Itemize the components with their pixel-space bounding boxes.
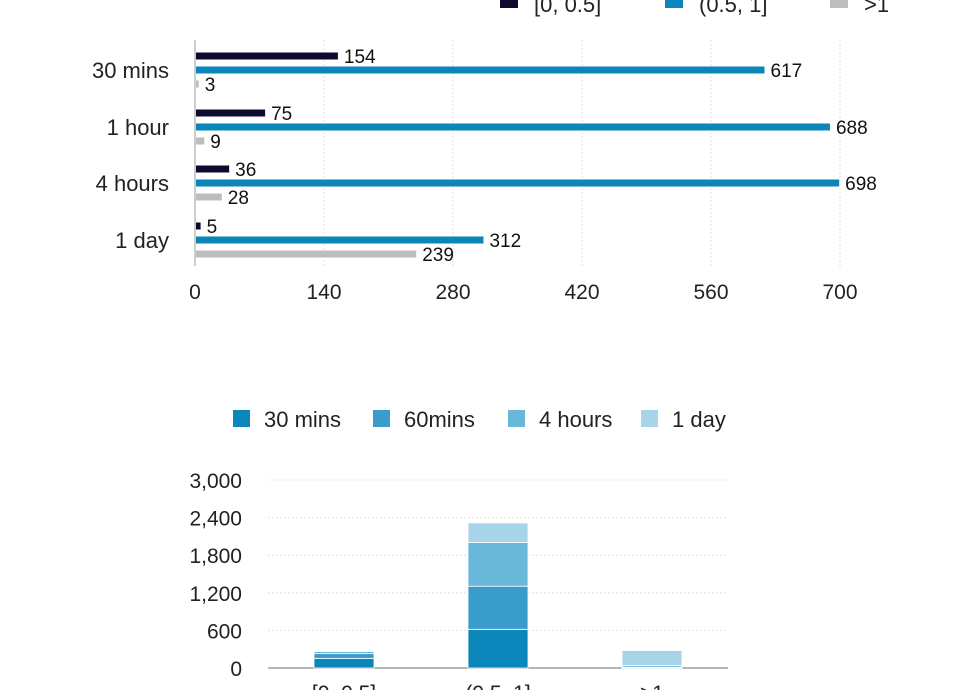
data-label: 688 bbox=[836, 118, 868, 139]
bar bbox=[196, 109, 266, 117]
legend-label: 60mins bbox=[404, 407, 475, 432]
category-label: [0, 0.5] bbox=[312, 682, 376, 690]
y-tick-label: 1,200 bbox=[189, 583, 242, 606]
bar bbox=[196, 193, 222, 201]
chart-1-horizontal-bars: 0 140 280 420 560 700 30 mins 154 617 3 1 hour 75 68… bbox=[92, 0, 889, 304]
bar bbox=[196, 66, 765, 74]
bar bbox=[196, 165, 230, 173]
category-label: 1 hour bbox=[107, 115, 169, 140]
legend-swatch bbox=[500, 0, 518, 8]
y-tick-label: 600 bbox=[207, 620, 242, 643]
stacked-bar-segment bbox=[467, 585, 529, 630]
legend-swatch bbox=[830, 0, 848, 8]
category-label: >1 bbox=[640, 682, 664, 690]
category-label: 4 hours bbox=[96, 171, 169, 196]
data-label: 3 bbox=[205, 75, 216, 96]
x-tick-label: 700 bbox=[822, 281, 857, 304]
bar bbox=[196, 80, 199, 88]
stacked-bar-segment bbox=[467, 542, 529, 587]
legend-label: >1 bbox=[864, 0, 889, 17]
data-label: 617 bbox=[771, 61, 803, 82]
data-label: 75 bbox=[271, 104, 292, 125]
stacked-bar-segment bbox=[313, 653, 375, 659]
stacked-bar-segment bbox=[467, 522, 529, 543]
data-label: 239 bbox=[422, 245, 454, 266]
y-tick-label: 2,400 bbox=[189, 508, 242, 531]
bar bbox=[196, 250, 417, 258]
stacked-bar-segment bbox=[313, 650, 375, 652]
y-tick-label: 0 bbox=[230, 658, 242, 681]
legend-swatch bbox=[233, 410, 250, 427]
legend-swatch bbox=[641, 410, 658, 427]
bar bbox=[196, 222, 201, 230]
y-tick-label: 3,000 bbox=[189, 470, 242, 493]
bar bbox=[196, 179, 840, 187]
legend-swatch bbox=[665, 0, 683, 8]
data-label: 154 bbox=[344, 47, 376, 68]
legend-swatch bbox=[373, 410, 390, 427]
bar bbox=[196, 52, 338, 60]
stacked-bar-segment bbox=[467, 628, 529, 669]
legend-swatch bbox=[508, 410, 525, 427]
x-tick-label: 420 bbox=[564, 281, 599, 304]
category-label: 30 mins bbox=[92, 58, 169, 83]
bar bbox=[196, 123, 830, 131]
chart-2-stacked-bars: 30 mins 60mins 4 hours 1 day 0 600 1,200 1,800 2… bbox=[189, 407, 728, 690]
data-label: 9 bbox=[210, 132, 221, 153]
data-label: 5 bbox=[207, 217, 218, 238]
stacked-bar-segment bbox=[313, 657, 375, 669]
x-tick-label: 140 bbox=[306, 281, 341, 304]
legend-label: 1 day bbox=[672, 407, 726, 432]
data-label: 312 bbox=[489, 231, 521, 252]
bar bbox=[196, 236, 484, 244]
category-label: (0.5, 1] bbox=[465, 682, 530, 690]
data-label: 36 bbox=[235, 160, 256, 181]
x-tick-label: 560 bbox=[693, 281, 728, 304]
category-label: 1 day bbox=[115, 228, 169, 253]
bar bbox=[196, 137, 205, 145]
data-label: 28 bbox=[228, 188, 249, 209]
legend-label: (0.5, 1] bbox=[699, 0, 767, 17]
legend-label: 30 mins bbox=[264, 407, 341, 432]
legend-label: 4 hours bbox=[539, 407, 612, 432]
legend-label: [0, 0.5] bbox=[534, 0, 601, 17]
x-tick-label: 0 bbox=[189, 281, 201, 304]
x-tick-label: 280 bbox=[435, 281, 470, 304]
y-tick-label: 1,800 bbox=[189, 545, 242, 568]
stacked-bar-segment bbox=[621, 650, 683, 666]
data-label: 698 bbox=[845, 174, 877, 195]
